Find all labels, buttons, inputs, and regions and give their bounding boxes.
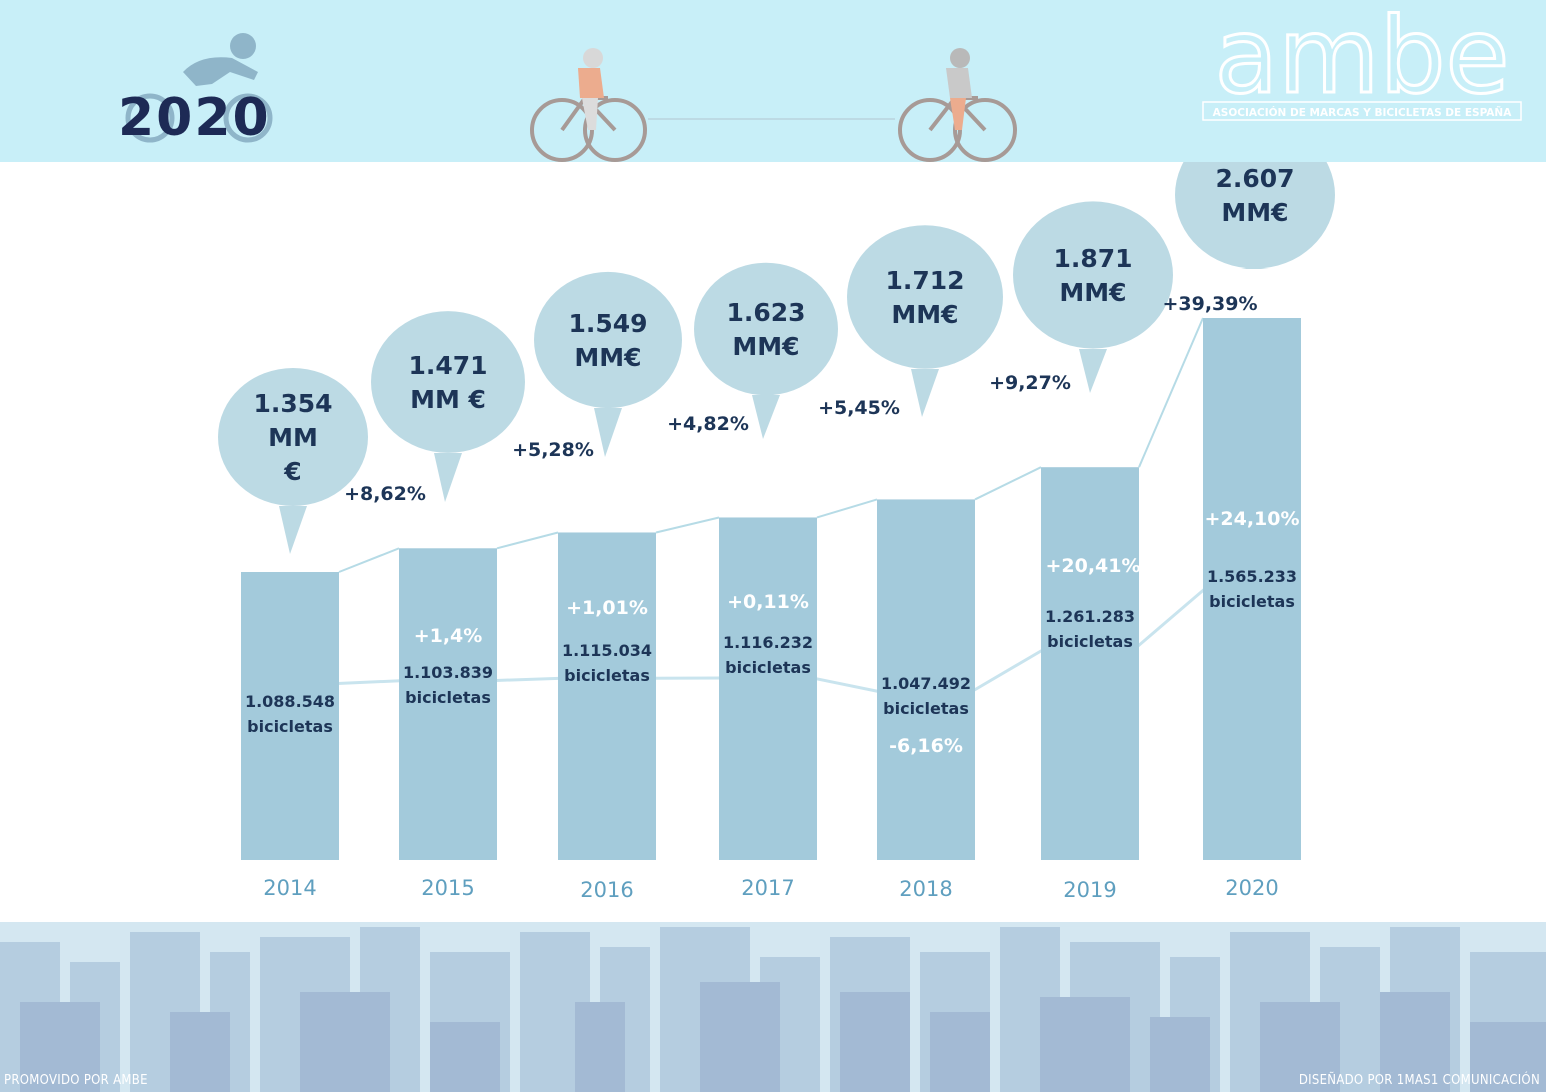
bikes-growth-2018: -6,16% <box>889 735 963 757</box>
revenue-bubble-2016 <box>534 271 682 409</box>
revenue-label-2020: MM€ <box>1221 198 1288 227</box>
skyline-illustration <box>0 922 1546 1092</box>
year-label-2020: 2020 <box>1225 876 1278 900</box>
bikes-growth-2020: +24,10% <box>1204 508 1299 530</box>
revenue-bubble-2020 <box>1175 162 1335 269</box>
trend-lines <box>334 317 1208 694</box>
revenue-bubble-2018 <box>847 225 1003 369</box>
cyclist-woman-icon <box>898 48 1017 162</box>
bikes-growth-2015: +1,4% <box>414 625 483 647</box>
revenue-trend-segment <box>338 547 400 573</box>
bar-2015 <box>399 548 497 860</box>
revenue-label-2016: MM€ <box>574 343 641 372</box>
cyclist-man-icon <box>530 48 647 162</box>
revenue-growth-2015: +8,62% <box>344 483 426 505</box>
revenue-bubble-2017 <box>694 262 838 396</box>
revenue-bubble-2015 <box>371 311 525 453</box>
bubble-tail <box>911 369 939 417</box>
bikes-trend-segment <box>492 676 563 683</box>
bar-2018 <box>877 499 975 860</box>
bikes-value-2018: 1.047.492 <box>881 674 971 693</box>
revenue-growth-2020: +39,39% <box>1162 293 1257 315</box>
revenue-growth-2017: +4,82% <box>667 413 749 435</box>
cyclist-icon <box>125 33 273 143</box>
bikes-value-2019: 1.261.283 <box>1045 607 1135 626</box>
year-label-2015: 2015 <box>421 876 474 900</box>
revenue-growth-2016: +5,28% <box>512 439 594 461</box>
bikes-trend-segment <box>812 676 882 694</box>
bikes-unit-2019: bicicletas <box>1047 632 1133 651</box>
bikes-value-2014: 1.088.548 <box>245 692 335 711</box>
revenue-label-2018: MM€ <box>891 300 958 329</box>
revenue-label-2015: MM € <box>410 385 486 414</box>
year-logo: 2020 <box>118 88 271 148</box>
year-label-2018: 2018 <box>899 877 952 901</box>
bubble-tail <box>594 408 622 457</box>
revenue-label-2019: MM€ <box>1059 278 1126 307</box>
revenue-label-2017: MM€ <box>732 332 799 361</box>
bikes-unit-2017: bicicletas <box>725 658 811 677</box>
revenue-bubble-2019 <box>1013 201 1173 349</box>
bubble-tail <box>279 506 307 554</box>
revenue-trend-segment <box>974 466 1042 501</box>
year-label-2019: 2019 <box>1063 878 1116 902</box>
revenue-label-2014: 1.354 <box>253 389 332 418</box>
revenue-label-2016: 1.549 <box>568 309 647 338</box>
footer-designed-by: DISEÑADO POR 1MAS1 COMUNICACIÓN <box>1298 1073 1540 1088</box>
revenue-trend-segment <box>816 498 878 519</box>
bubble-tail <box>434 453 462 502</box>
labels: +8,62% +5,28% +4,82% +5,45% +9,27% +39,39% 1.0… <box>245 293 1300 902</box>
bubble-tail <box>1079 349 1107 393</box>
bar-2019 <box>1041 467 1139 860</box>
revenue-label-2017: 1.623 <box>726 298 805 327</box>
revenue-growth-2019: +9,27% <box>989 372 1071 394</box>
revenue-label-2014: € <box>283 457 301 486</box>
bikes-growth-2019: +20,41% <box>1045 555 1140 577</box>
revenue-bubble-2014 <box>218 368 368 506</box>
header-banner: 2020 ambe ASOCIACIÓN DE MARCAS Y BICICLE… <box>0 0 1546 162</box>
revenue-label-2020: 2.607 <box>1215 164 1294 193</box>
bikes-unit-2020: bicicletas <box>1209 592 1295 611</box>
bikes-value-2015: 1.103.839 <box>403 663 493 682</box>
bikes-unit-2018: bicicletas <box>883 699 969 718</box>
bikes-unit-2014: bicicletas <box>247 717 333 736</box>
bubble-tail <box>752 395 780 439</box>
bar-2017 <box>719 517 817 860</box>
bikes-unit-2015: bicicletas <box>405 688 491 707</box>
revenue-growth-2018: +5,45% <box>818 397 900 419</box>
revenue-trend-segment <box>1138 317 1204 468</box>
bikes-value-2016: 1.115.034 <box>562 641 652 660</box>
header-illustration <box>125 33 1017 162</box>
bar-2020 <box>1203 318 1301 860</box>
brand-name: ambe <box>1214 4 1509 117</box>
revenue-label-2015: 1.471 <box>408 351 487 380</box>
bikes-trend-segment <box>1134 585 1208 650</box>
bikes-value-2017: 1.116.232 <box>723 633 813 652</box>
ambe-logo: ambe ASOCIACIÓN DE MARCAS Y BICICLETAS D… <box>1202 4 1522 121</box>
footer-promoted-by: PROMOVIDO POR AMBE <box>4 1073 148 1088</box>
bars <box>241 318 1301 860</box>
bikes-growth-2016: +1,01% <box>566 597 648 619</box>
bikes-unit-2016: bicicletas <box>564 666 650 685</box>
brand-subtitle: ASOCIACIÓN DE MARCAS Y BICICLETAS DE ESP… <box>1213 106 1513 119</box>
bikes-trend-segment <box>334 679 404 686</box>
city-skyline <box>0 922 1546 1092</box>
revenue-trend-segment <box>655 516 720 534</box>
bikes-trend-segment <box>970 647 1046 694</box>
year-label-2014: 2014 <box>263 876 316 900</box>
bikes-growth-2017: +0,11% <box>727 591 809 613</box>
year-label-2016: 2016 <box>580 878 633 902</box>
bar-2014 <box>241 572 339 860</box>
bikes-value-2020: 1.565.233 <box>1207 567 1297 586</box>
revenue-trend-segment <box>496 531 559 550</box>
revenue-label-2019: 1.871 <box>1053 244 1132 273</box>
bar-2016 <box>558 532 656 860</box>
revenue-label-2014: MM <box>268 423 318 452</box>
year-label-2017: 2017 <box>741 876 794 900</box>
revenue-label-2018: 1.712 <box>885 266 964 295</box>
